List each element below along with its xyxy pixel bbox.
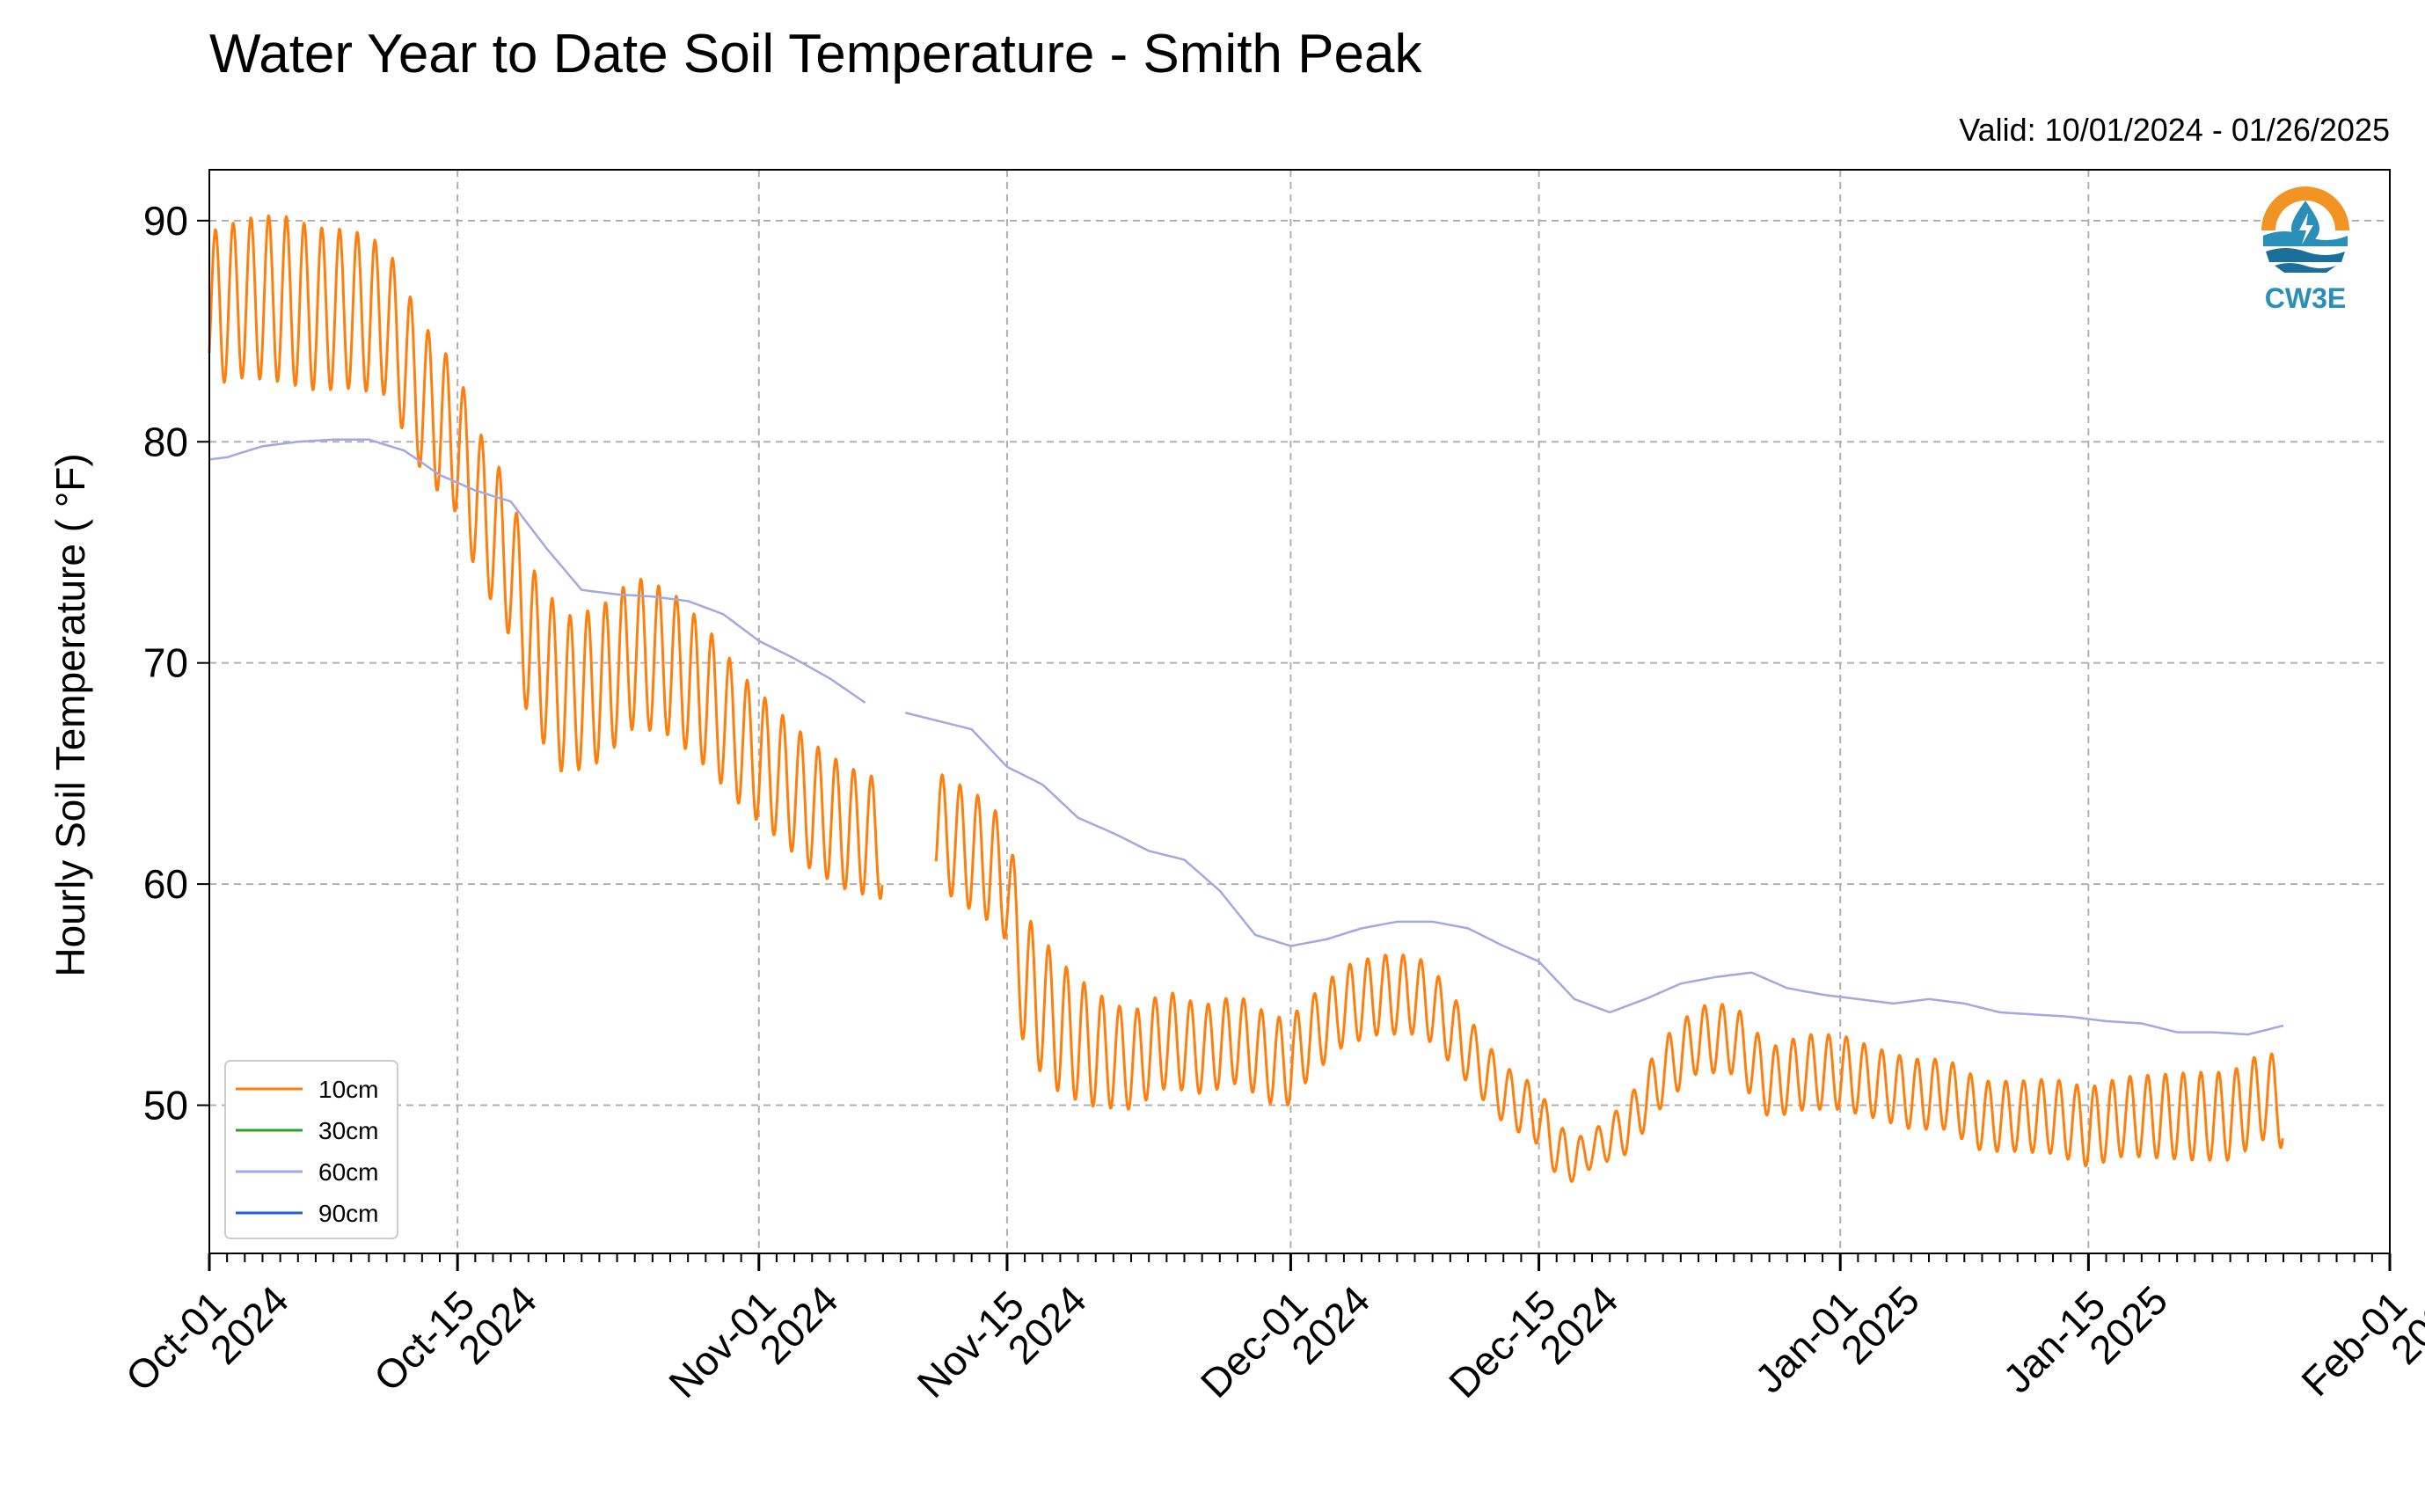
logo-wave-2 — [2266, 248, 2345, 262]
y-tick-label: 50 — [143, 1083, 188, 1129]
logo-wave-3 — [2275, 263, 2336, 273]
cw3e-logo: CW3E — [2261, 186, 2349, 314]
y-tick-label: 60 — [143, 861, 188, 907]
valid-range-subtitle: Valid: 10/01/2024 - 01/26/2025 — [1959, 112, 2390, 148]
legend-label-30cm: 30cm — [318, 1117, 378, 1144]
logo-label: CW3E — [2265, 282, 2346, 314]
legend-label-60cm: 60cm — [318, 1158, 378, 1186]
legend-label-10cm: 10cm — [318, 1076, 378, 1103]
chart-title: Water Year to Date Soil Temperature - Sm… — [209, 24, 1422, 84]
series-line-60cm — [208, 438, 2284, 1036]
y-tick-label: 70 — [143, 640, 188, 686]
y-axis-label: Hourly Soil Temperature ( °F) — [47, 453, 93, 976]
axes — [197, 169, 2392, 1271]
legend: 10cm 30cm 60cm 90cm — [224, 1060, 398, 1239]
bolt-icon — [2299, 213, 2313, 245]
plot-frame — [208, 169, 2391, 1254]
series-lines — [208, 214, 2284, 1183]
y-tick-label: 80 — [143, 419, 188, 464]
y-tick-label: 90 — [143, 198, 188, 244]
legend-box — [224, 1060, 398, 1239]
legend-label-90cm: 90cm — [318, 1200, 378, 1227]
series-line-10cm — [208, 214, 2284, 1183]
